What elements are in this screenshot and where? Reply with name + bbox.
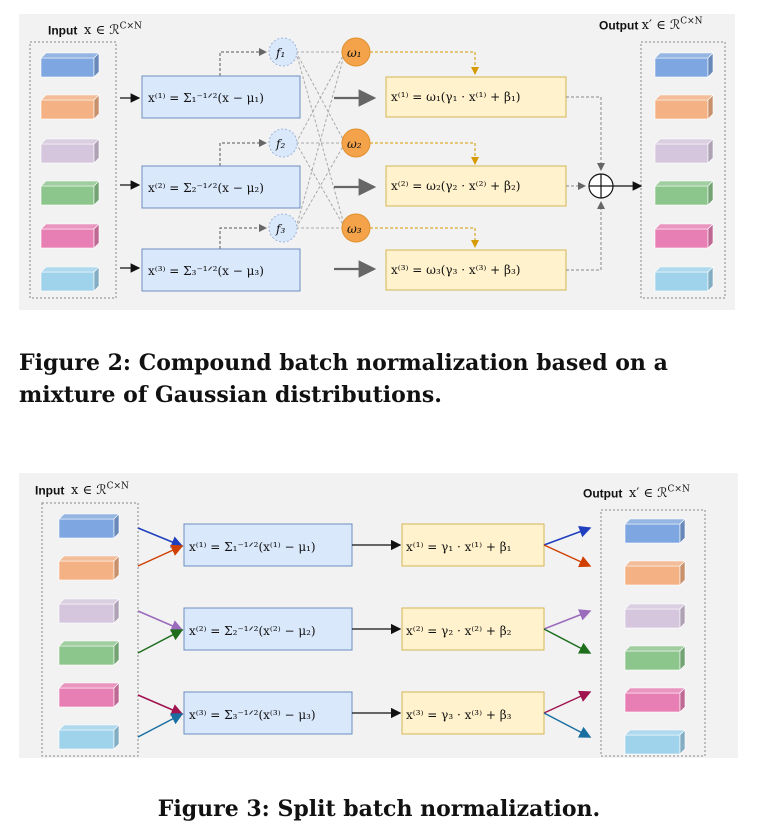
fig2-output-label: Output x′ ∈ ℛC×N [599, 17, 703, 34]
fig3-input-block-cyan [58, 724, 120, 750]
f3-node [268, 213, 298, 243]
fig3-out-arrow-blue [543, 526, 592, 546]
fig2-output-block-pink [654, 223, 714, 249]
fig3-input-block-green [58, 640, 120, 666]
fig3-input-block-orange [58, 555, 120, 581]
fig3-affine-text-1: x⁽¹⁾ = γ₁ · x⁽¹⁾ + β₁ [406, 540, 512, 554]
fig2-norm-box-2 [141, 165, 301, 209]
fig3-in-arrow-blue [137, 527, 184, 548]
fig2-norm-text-2: x⁽²⁾ = Σ₂⁻¹ᐟ²(x − μ₂) [148, 181, 264, 195]
fig3-output-block-pink [624, 687, 686, 713]
fig3-output-block-cyan [624, 729, 686, 755]
w3-label: ω₃ [347, 222, 362, 236]
fig2-norm-text-3: x⁽³⁾ = Σ₃⁻¹ᐟ²(x − μ₃) [148, 264, 264, 278]
fig2-output-block-lavender [654, 138, 714, 164]
fig2-input-block-lavender [40, 138, 100, 164]
f2-node [268, 128, 298, 158]
fig2-affine-box-2 [385, 165, 567, 207]
f1-label: f₁ [275, 46, 285, 60]
fig3-norm-text-3: x⁽³⁾ = Σ₃⁻¹ᐟ²(x⁽³⁾ − μ₃) [189, 708, 316, 722]
f3-label: f₃ [275, 222, 285, 236]
w1-label: ω₁ [347, 46, 362, 60]
fig2-input-math: x ∈ ℛC×N [84, 22, 142, 39]
fig2-output-block-blue [654, 52, 714, 78]
fig2-to-f3 [219, 224, 267, 249]
f2-label: f₂ [275, 137, 285, 151]
fig3-in-arrow-orange [137, 544, 184, 567]
fig3-in-arrow-pink [137, 694, 184, 716]
fig3-out-arrow-pink [543, 690, 592, 714]
fig2-input-block-orange [40, 94, 100, 120]
fig2-affine-box-1 [385, 76, 567, 118]
f1-node [268, 37, 298, 67]
fig2-to-f1 [219, 48, 267, 76]
fig3-output-block-blue [624, 518, 686, 544]
fig3-norm-text-2: x⁽²⁾ = Σ₂⁻¹ᐟ²(x⁽²⁾ − μ₂) [189, 624, 316, 638]
fig3-out-arrow-green [543, 628, 592, 654]
fig3-output-label: Output x′ ∈ ℛC×N [583, 485, 690, 502]
fig2-input-block-cyan [40, 266, 100, 292]
figure-2-panel [19, 14, 735, 310]
fig2-output-block-green [654, 180, 714, 206]
figure-2-caption: Figure 2: Compound batch normalization b… [19, 350, 668, 408]
fig3-out-arrow-cyan [543, 712, 592, 738]
fig3-affine-text-2: x⁽²⁾ = γ₂ · x⁽²⁾ + β₂ [406, 624, 512, 638]
figure-3-panel-bg [19, 473, 738, 758]
fig2-input-block-pink [40, 223, 100, 249]
fig2-input-container [29, 41, 117, 299]
fig3-input-container [41, 502, 139, 757]
fig3-input-block-lavender [58, 598, 120, 624]
fig3-norm-box-3 [183, 691, 353, 735]
fig3-output-math: x′ ∈ ℛC×N [629, 485, 690, 502]
fig2-input-block-green [40, 180, 100, 206]
fig3-norm-box-2 [183, 607, 353, 651]
fig2-output-container [640, 41, 726, 299]
fig2-output-math: x′ ∈ ℛC×N [641, 17, 703, 34]
fig3-input-label: Input x ∈ ℛC×N [35, 482, 129, 499]
circle-plus-icon [588, 173, 614, 199]
fig2-norm-box-1 [141, 75, 301, 119]
fig3-out-arrow-orange [543, 544, 592, 568]
fig2-to-sum-3 [566, 201, 605, 271]
fig2-affine-text-1: x⁽¹⁾ = ω₁(γ₁ · x⁽¹⁾ + β₁) [391, 90, 520, 104]
fig3-output-block-orange [624, 560, 686, 586]
fig3-output-block-lavender [624, 603, 686, 629]
fig3-affine-text-3: x⁽³⁾ = γ₃ · x⁽³⁾ + β₃ [406, 708, 512, 722]
fig2-w3-to-affine [370, 227, 479, 248]
fig2-output-block-orange [654, 94, 714, 120]
fig2-to-sum-1 [566, 96, 605, 171]
figure-3-caption: Figure 3: Split batch normalization. [157, 796, 601, 822]
fig3-in-arrow-cyan [137, 713, 184, 738]
fig3-input-block-pink [58, 682, 120, 708]
fig3-input-math: x ∈ ℛC×N [71, 482, 129, 499]
fig3-output-container [600, 509, 706, 757]
fig3-affine-box-3 [401, 691, 545, 735]
w2-label: ω₂ [347, 137, 362, 151]
fig2-affine-text-2: x⁽²⁾ = ω₂(γ₂ · x⁽²⁾ + β₂) [391, 179, 520, 193]
fig3-input-block-blue [58, 513, 120, 539]
fig2-w1-to-affine [370, 51, 479, 75]
fig3-in-arrow-green [137, 629, 184, 654]
fig3-norm-box-1 [183, 523, 353, 567]
fig3-in-arrow-lavender [137, 610, 184, 632]
fig2-cross-connections [295, 51, 346, 229]
fig2-to-f2 [219, 139, 267, 166]
fig3-output-block-green [624, 645, 686, 671]
fig3-affine-box-1 [401, 523, 545, 567]
fig2-input-label: Input x ∈ ℛC×N [48, 22, 142, 39]
fig2-input-block-blue [40, 52, 100, 78]
fig2-w2-to-affine [370, 142, 479, 165]
fig3-out-arrow-lavender [543, 609, 592, 630]
fig2-norm-text-1: x⁽¹⁾ = Σ₁⁻¹ᐟ²(x − μ₁) [148, 91, 264, 105]
fig2-output-block-cyan [654, 266, 714, 292]
fig3-norm-text-1: x⁽¹⁾ = Σ₁⁻¹ᐟ²(x⁽¹⁾ − μ₁) [189, 540, 316, 554]
fig2-norm-box-3 [141, 248, 301, 292]
fig2-affine-text-3: x⁽³⁾ = ω₃(γ₃ · x⁽³⁾ + β₃) [391, 263, 520, 277]
